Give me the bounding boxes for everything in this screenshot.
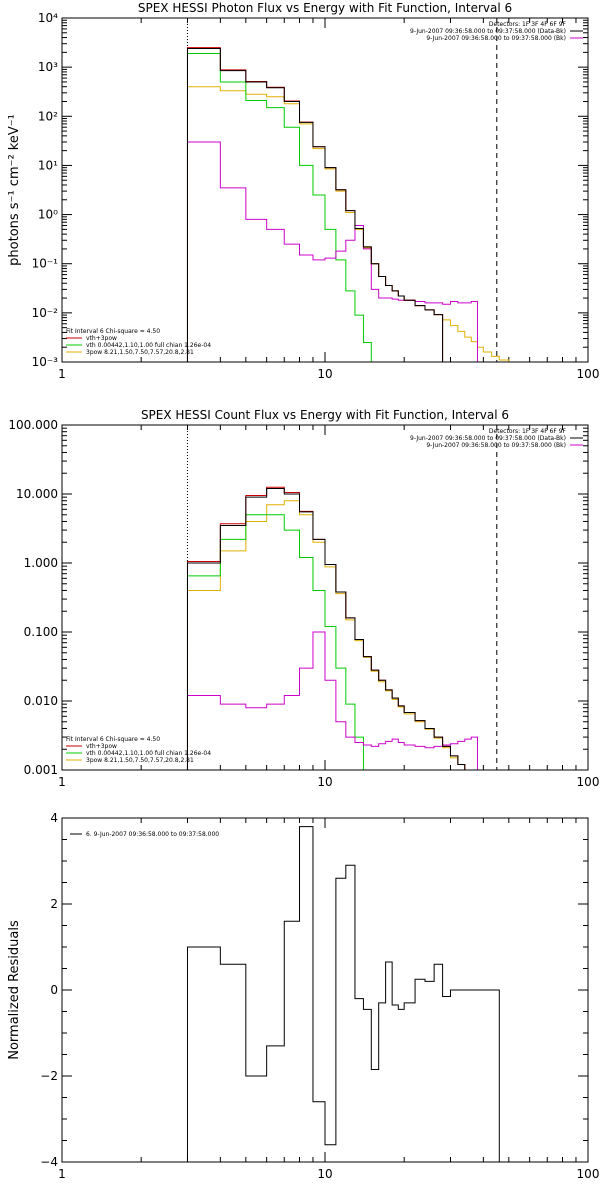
legend-tr-text: Detectors: 1F 3F 4F 6F 9F — [489, 21, 567, 28]
plot-frame — [61, 424, 589, 771]
series-magenta-line — [186, 631, 478, 770]
series-black-line — [186, 488, 472, 770]
y-tick-label: 0.001 — [24, 763, 58, 777]
legend-tr-text: 9-Jun-2007 09:36:58.000 to 09:37:58.000 … — [410, 28, 566, 35]
chart-title: SPEX HESSI Count Flux vs Energy with Fit… — [141, 408, 509, 422]
legend-bl-text: Fit Interval 6 Chi-square = 4.50 — [66, 328, 160, 335]
residuals-panel: 1 10 100 −4 −2 0 2 4 Normalized Residuals 6. 9-Ju… — [7, 811, 599, 1181]
legend-tr-text: 9-Jun-2007 09:36:58.000 to 09:37:58.000 … — [426, 442, 566, 449]
y-tick-label: 100.000 — [8, 418, 58, 432]
series-green-line — [186, 514, 372, 770]
series-yellow-line — [186, 500, 472, 770]
y-tick-label: 10⁻³ — [32, 355, 59, 369]
y-tick-label: 0.010 — [24, 694, 58, 708]
series-group — [186, 47, 521, 362]
series-black-line — [186, 826, 500, 1162]
x-tick-label: 10 — [317, 1167, 332, 1181]
legend-bl-text: vth+3pow — [86, 743, 117, 750]
series-yellow-line — [186, 86, 521, 362]
y-tick-label: 10¹ — [38, 158, 58, 172]
legend-tr-text: Detectors: 1F 3F 4F 6F 9F — [489, 428, 567, 435]
y-axis-label: photons s⁻¹ cm⁻² keV⁻¹ — [7, 114, 22, 266]
photon-flux-panel: SPEX HESSI Photon Flux vs Energy with Fi… — [7, 1, 599, 381]
legend-tl-text: 6. 9-Jun-2007 09:36:58.000 to 09:37:58.0… — [86, 831, 219, 838]
x-tick-label: 1 — [58, 775, 66, 789]
y-tick-label: 0.100 — [24, 625, 58, 639]
x-tick-label: 10 — [317, 775, 332, 789]
chart-title: SPEX HESSI Photon Flux vs Energy with Fi… — [138, 1, 512, 15]
y-tick-label: 4 — [50, 811, 58, 825]
x-tick-label: 100 — [577, 1167, 600, 1181]
x-tick-label: 1 — [58, 1167, 66, 1181]
legend-bl-text: 3pow 8.21,1.50,7.50,7.57,20.8,2.81 — [86, 757, 194, 764]
x-tick-label: 1 — [58, 367, 66, 381]
legend-tr-text: 9-Jun-2007 09:36:58.000 to 09:37:58.000 … — [426, 35, 566, 42]
y-tick-label: 1.000 — [24, 556, 58, 570]
y-axis-label: Normalized Residuals — [7, 920, 22, 1060]
x-tick-label: 100 — [577, 367, 600, 381]
y-tick-label: 10⁻² — [32, 306, 59, 320]
y-tick-label: 10⁰ — [38, 208, 58, 222]
series-group — [186, 826, 500, 1162]
series-green-line — [186, 52, 372, 362]
legend-bl-text: Fit Interval 6 Chi-square = 4.50 — [66, 736, 160, 743]
y-tick-label: 10⁴ — [38, 11, 58, 25]
y-tick-label: 2 — [50, 897, 58, 911]
series-group — [186, 486, 478, 770]
legend-bl-text: 3pow 8.21,1.50,7.50,7.57,20.8,2.81 — [86, 349, 194, 356]
x-tick-label: 100 — [577, 775, 600, 789]
y-tick-label: 10² — [38, 109, 58, 123]
y-tick-label: 10.000 — [16, 487, 58, 501]
y-tick-label: −4 — [40, 1155, 58, 1169]
legend-bl-text: vth 0.00442,1.10,1.00 full chian 1.26e-0… — [86, 750, 211, 757]
plot-frame — [61, 17, 589, 363]
x-tick-label: 10 — [317, 367, 332, 381]
y-tick-label: −2 — [40, 1069, 58, 1083]
series-red-line — [186, 47, 444, 362]
count-flux-panel: SPEX HESSI Count Flux vs Energy with Fit… — [8, 408, 600, 789]
series-black-line — [186, 47, 444, 362]
y-tick-label: 10⁻¹ — [32, 257, 59, 271]
y-tick-label: 10³ — [38, 60, 58, 74]
legend-tr-text: 9-Jun-2007 09:36:58.000 to 09:37:58.000 … — [410, 435, 566, 442]
legend-bl-text: vth+3pow — [86, 335, 117, 342]
legend-bl-text: vth 0.00442,1.10,1.00 full chian 1.26e-0… — [86, 342, 211, 349]
plot-frame — [61, 817, 589, 1163]
series-red-line — [186, 486, 472, 770]
series-magenta-line — [186, 141, 478, 362]
y-tick-label: 0 — [50, 983, 58, 997]
